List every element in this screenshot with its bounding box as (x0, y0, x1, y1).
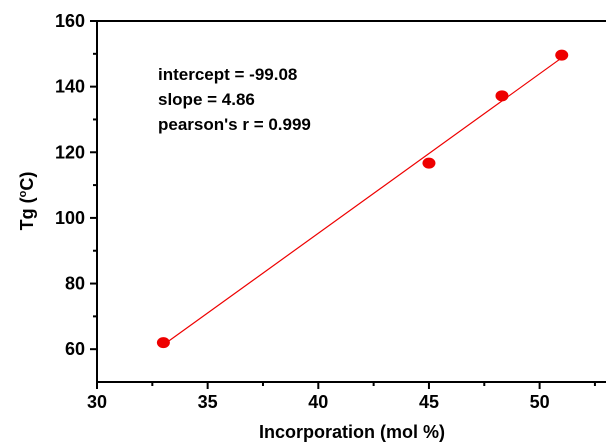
y-tick-label: 100 (55, 208, 85, 228)
data-point (495, 90, 509, 102)
annotation-intercept: intercept = -99.08 (158, 65, 297, 84)
y-axis-label-degree: o (17, 190, 29, 197)
x-tick-label: 35 (198, 392, 218, 412)
data-points (156, 49, 569, 349)
fit-line (163, 57, 563, 346)
y-axis-label-main: Tg ( (17, 197, 37, 230)
x-tick-label: 45 (419, 392, 439, 412)
x-tick-label: 30 (87, 392, 107, 412)
y-tick-label: 160 (55, 11, 85, 31)
annotation-pearson: pearson's r = 0.999 (158, 115, 311, 134)
x-tick-label: 50 (530, 392, 550, 412)
data-point (422, 157, 436, 169)
y-tick-label: 80 (65, 274, 85, 294)
data-point (555, 49, 569, 61)
plot-frame (96, 20, 606, 383)
x-axis-label: Incorporation (mol %) (259, 422, 445, 442)
annotation-slope: slope = 4.86 (158, 90, 255, 109)
y-axis-ticks: 60 80 100 120 140 160 (55, 11, 97, 359)
x-tick-label: 40 (308, 392, 328, 412)
y-axis-label-unit: C) (17, 172, 37, 191)
y-axis-label: Tg (oC) (17, 172, 37, 231)
fit-line-group (163, 57, 563, 346)
data-point (156, 337, 170, 349)
y-tick-label: 140 (55, 77, 85, 97)
x-axis-ticks: 30 35 40 45 50 (87, 382, 596, 412)
y-tick-label: 120 (55, 142, 85, 162)
y-tick-label: 60 (65, 339, 85, 359)
